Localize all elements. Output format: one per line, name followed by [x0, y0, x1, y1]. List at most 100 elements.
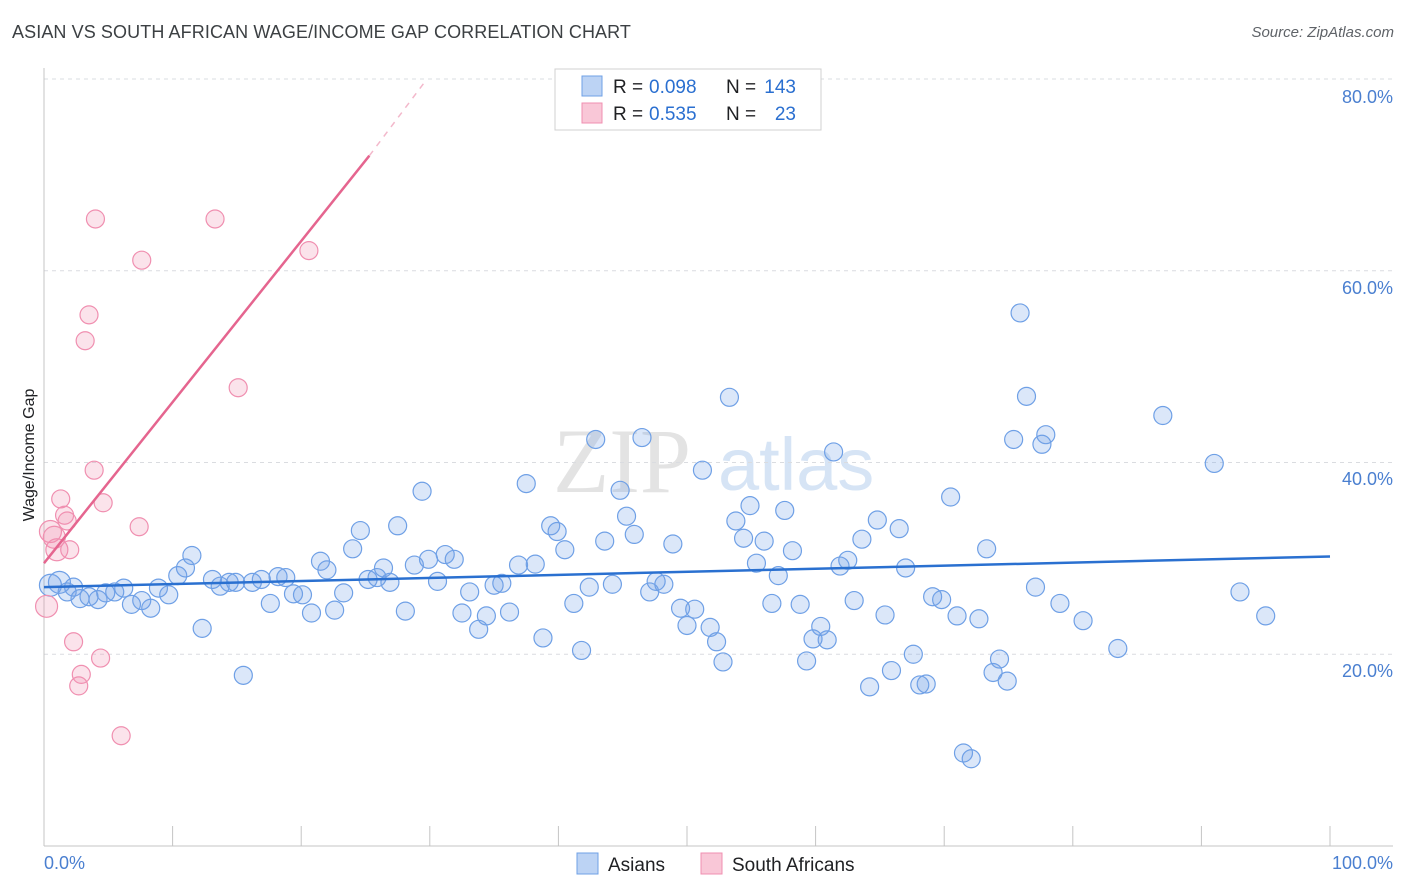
- asians-point-36: [343, 539, 363, 559]
- legend-r-label-south-africans: R =: [613, 104, 643, 125]
- south-africans-point-22: [299, 241, 319, 261]
- asians-point-105: [860, 677, 880, 697]
- legend-r-value-south-africans: 0.535: [649, 104, 697, 125]
- asians-point-88: [740, 496, 760, 516]
- asians-point-93: [775, 500, 795, 521]
- asians-point-33: [317, 560, 337, 580]
- asians-point-56: [499, 602, 520, 622]
- asians-point-30: [292, 585, 313, 605]
- asians-point-137: [1256, 606, 1276, 626]
- asians-point-101: [830, 556, 850, 576]
- south-africans-point-16: [93, 493, 113, 513]
- watermark-zip: ZIP: [553, 410, 691, 512]
- asians-point-80: [685, 599, 705, 619]
- asians-point-10: [121, 594, 142, 614]
- asians-point-17: [182, 545, 202, 566]
- asians-point-6: [88, 590, 108, 610]
- bottom-legend-label-asians: Asians: [608, 855, 665, 876]
- south-africans-point-20: [205, 209, 225, 229]
- asians-point-62: [547, 521, 567, 542]
- y-tick-label-20: 20.0%: [1342, 661, 1393, 681]
- asians-point-81: [692, 460, 713, 480]
- asians-point-102: [838, 550, 858, 570]
- asians-point-124: [997, 671, 1017, 691]
- asians-point-116: [941, 487, 961, 507]
- asians-point-64: [564, 593, 584, 614]
- chart-title: ASIAN VS SOUTH AFRICAN WAGE/INCOME GAP C…: [12, 22, 632, 42]
- asians-point-77: [663, 534, 683, 554]
- asians-point-84: [713, 652, 733, 672]
- south-africans-point-10: [71, 664, 91, 684]
- asians-point-25: [251, 569, 271, 590]
- asians-point-118: [953, 743, 974, 763]
- asians-point-40: [373, 558, 394, 578]
- asians-point-85: [719, 387, 740, 407]
- asians-point-58: [516, 473, 536, 494]
- legend-swatch-south-africans: [581, 102, 603, 124]
- series-asians: [38, 303, 1276, 769]
- asians-point-128: [1025, 577, 1046, 597]
- legend-n-value-asians: 143: [764, 77, 796, 98]
- south-africans-point-11: [75, 331, 95, 351]
- south-africans-point-12: [79, 305, 99, 325]
- asians-point-53: [476, 606, 496, 626]
- asians-point-117: [947, 606, 967, 626]
- axes: [43, 68, 1393, 847]
- asians-point-23: [233, 665, 253, 685]
- asians-point-99: [817, 630, 837, 650]
- asians-point-113: [916, 674, 936, 694]
- axis-ticks: [43, 826, 1331, 846]
- asians-point-103: [844, 590, 864, 611]
- asians-point-91: [762, 593, 782, 614]
- asians-point-14: [159, 585, 179, 605]
- asians-point-76: [654, 574, 674, 594]
- asians-point-44: [404, 555, 424, 575]
- asians-point-127: [1016, 386, 1037, 406]
- asians-point-45: [412, 481, 432, 501]
- asians-point-59: [525, 554, 545, 574]
- asians-point-86: [726, 511, 746, 531]
- asians-point-115: [932, 590, 952, 610]
- asians-point-43: [395, 601, 415, 621]
- asians-point-87: [733, 528, 754, 548]
- asians-point-65: [571, 640, 592, 661]
- asians-point-123: [989, 649, 1010, 669]
- bottom-legend-swatch-asians: [576, 852, 599, 875]
- asians-point-71: [616, 506, 637, 526]
- asians-point-66: [579, 577, 599, 597]
- x-tick-label-min: 0.0%: [44, 853, 85, 873]
- asians-point-26: [260, 593, 280, 614]
- asians-point-106: [867, 510, 887, 530]
- asians-point-72: [624, 524, 644, 545]
- asians-point-69: [602, 574, 623, 594]
- legend-n-label-asians: N =: [726, 77, 756, 98]
- asians-point-47: [427, 571, 448, 591]
- series-south-africans: [34, 209, 319, 746]
- y-axis-title: Wage/Income Gap: [21, 389, 38, 522]
- south-africans-point-18: [129, 517, 149, 537]
- south-africans-point-9: [69, 676, 89, 696]
- asians-point-39: [367, 567, 387, 588]
- legend-swatch-asians: [581, 75, 603, 97]
- asians-point-57: [508, 555, 529, 575]
- legend-n-value-south-africans: 23: [775, 104, 796, 125]
- asians-point-83: [706, 632, 727, 652]
- y-tick-label-40: 40.0%: [1342, 469, 1393, 489]
- asians-point-112: [910, 675, 930, 695]
- legend-r-label-asians: R =: [613, 77, 643, 98]
- asians-point-12: [141, 598, 161, 618]
- bottom-legend: Asians South Africans: [576, 852, 855, 876]
- asians-point-134: [1153, 405, 1173, 426]
- bottom-legend-label-south-africans: South Africans: [732, 855, 855, 876]
- asians-point-107: [875, 605, 895, 625]
- asians-point-70: [610, 480, 630, 500]
- south-africans-point-7: [60, 540, 80, 560]
- chart-source: Source: ZipAtlas.com: [1251, 24, 1394, 41]
- asians-point-73: [632, 427, 652, 448]
- asians-point-78: [670, 598, 691, 618]
- asians-point-16: [175, 558, 196, 578]
- asians-point-109: [889, 519, 909, 539]
- asians-point-94: [782, 541, 803, 561]
- legend: R = 0.098 N = 143 R = 0.535 N = 23: [554, 68, 822, 131]
